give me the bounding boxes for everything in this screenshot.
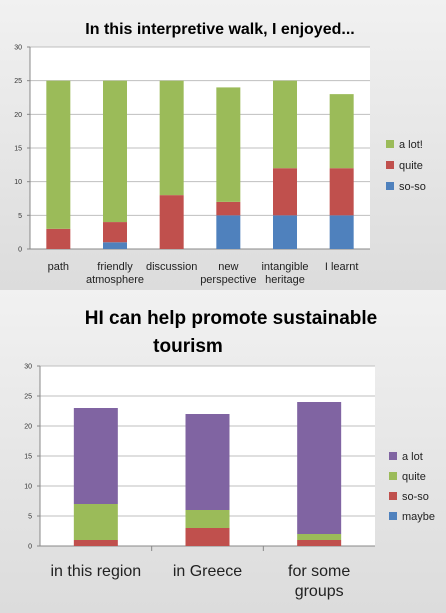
x-tick-label-discussion: discussion (146, 261, 197, 273)
bar-so-so-in-greece (185, 528, 230, 546)
bar-so-so-new-perspective (216, 215, 241, 249)
bar-so-so-intangible-heritage (273, 215, 297, 249)
x-tick-label-new-perspective-line-1: new (218, 261, 238, 273)
x-tick-label-friendly-atmosphere-line-2: atmosphere (86, 274, 144, 286)
bar-a-lot-in-greece (185, 414, 230, 510)
y-tick-label: 30 (24, 364, 32, 371)
x-tick-label-for-some-groups-line-1: for some (288, 563, 350, 580)
bar-quite-new-perspective (216, 201, 241, 216)
y-tick-label: 15 (14, 146, 22, 153)
legend-label-quite: quite (399, 160, 423, 172)
y-tick-label: 5 (18, 213, 22, 220)
legend-swatch-so-so (386, 182, 394, 190)
x-tick-label-for-some-groups-line-2: groups (295, 583, 344, 600)
bar-quite-intangible-heritage (273, 168, 297, 216)
bar-so-so-i-learnt (329, 215, 354, 249)
x-tick-label-new-perspective-line-2: perspective (200, 274, 256, 286)
bar-quite-path (46, 228, 71, 249)
chart-title: In this interpretive walk, I enjoyed... (85, 21, 354, 38)
legend-label-maybe: maybe (402, 511, 435, 523)
legend-swatch-quite (389, 472, 397, 480)
x-tick-label-in-greece: in Greece (173, 563, 242, 580)
bar-a-lot-i-learnt (329, 94, 354, 169)
bar-a-lot-path (46, 80, 71, 229)
bar-a-lot-discussion (159, 80, 184, 196)
x-tick-label-intangible-heritage-line-2: heritage (265, 274, 305, 286)
bar-quite-for-some-groups (297, 534, 342, 540)
y-tick-label: 0 (28, 544, 32, 551)
legend-label-a-lot: a lot! (399, 139, 423, 151)
bar-a-lot-in-this-region (73, 408, 118, 504)
legend-swatch-a-lot (389, 452, 397, 460)
legend-label-a-lot: a lot (402, 451, 423, 463)
chart-panel-2: HI can help promote sustainable tourism 0 5… (0, 290, 446, 613)
y-tick-label: 10 (24, 484, 32, 491)
legend-label-so-so: so-so (402, 491, 429, 503)
legend-label-so-so: so-so (399, 181, 426, 193)
bar-quite-friendly-atmosphere (103, 222, 127, 243)
x-tick-label-path: path (48, 261, 69, 273)
y-tick-label: 15 (24, 454, 32, 461)
bar-a-lot-intangible-heritage (273, 80, 297, 169)
bar-so-so-friendly-atmosphere (103, 242, 127, 249)
y-tick-label: 20 (14, 112, 22, 119)
y-tick-label: 25 (24, 394, 32, 401)
chart-title-line-2: tourism (153, 336, 223, 357)
bar-quite-in-greece (185, 510, 230, 528)
y-tick-label: 5 (28, 514, 32, 521)
legend-swatch-maybe (389, 512, 397, 520)
bar-a-lot-for-some-groups (297, 402, 342, 534)
legend-swatch-so-so (389, 492, 397, 500)
bar-a-lot-new-perspective (216, 87, 241, 202)
y-tick-label: 0 (18, 247, 22, 254)
y-tick-label: 20 (24, 424, 32, 431)
bar-a-lot-friendly-atmosphere (103, 80, 127, 223)
x-tick-label-i-learnt: I learnt (325, 261, 359, 273)
bar-quite-i-learnt (329, 168, 354, 216)
chart-sustainable-tourism: HI can help promote sustainable tourism 0 5… (24, 308, 435, 600)
chart-title-line-1: HI can help promote sustainable (85, 308, 377, 329)
x-tick-label-intangible-heritage-line-1: intangible (261, 261, 308, 273)
y-tick-label: 25 (14, 78, 22, 85)
bar-so-so-in-this-region (73, 540, 118, 546)
chart-enjoyed: In this interpretive walk, I enjoyed... 0… (14, 21, 426, 286)
y-tick-label: 30 (14, 45, 22, 52)
legend-label-quite: quite (402, 471, 426, 483)
legend-swatch-a-lot (386, 140, 394, 148)
x-tick-label-friendly-atmosphere-line-1: friendly (97, 261, 133, 273)
legend-swatch-quite (386, 161, 394, 169)
bar-quite-in-this-region (73, 504, 118, 540)
bar-quite-discussion (159, 195, 184, 249)
bar-so-so-for-some-groups (297, 540, 342, 546)
y-tick-label: 10 (14, 179, 22, 186)
chart-panel-1: In this interpretive walk, I enjoyed... 0… (0, 0, 446, 290)
x-tick-label-in-this-region: in this region (50, 563, 141, 580)
